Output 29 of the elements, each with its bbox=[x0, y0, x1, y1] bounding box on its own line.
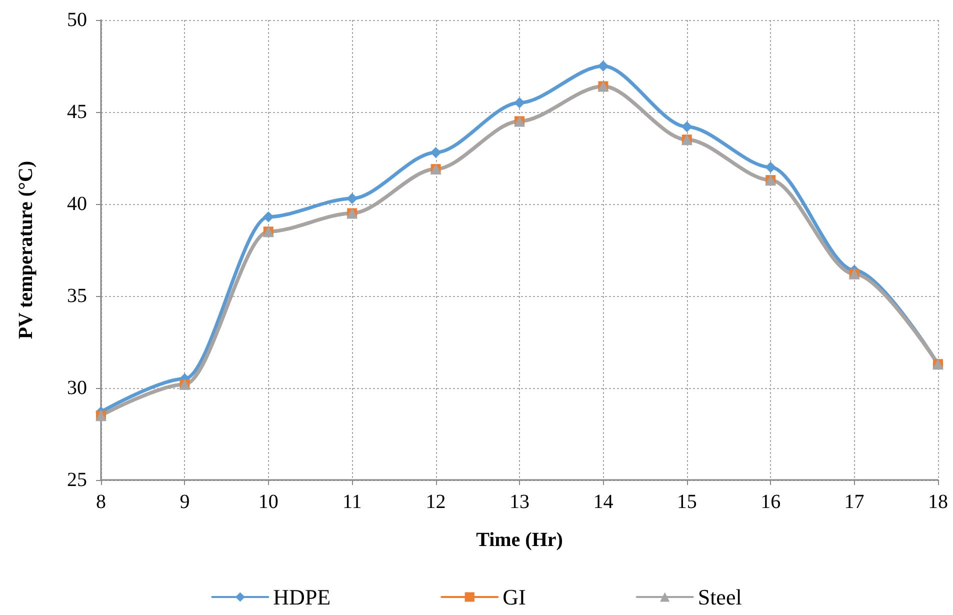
point bbox=[346, 192, 358, 204]
x-tick-label: 11 bbox=[342, 491, 362, 513]
point bbox=[681, 121, 692, 132]
y-tick-label: 45 bbox=[67, 101, 87, 123]
legend-label: Steel bbox=[698, 584, 742, 610]
y-tick-label: 50 bbox=[67, 9, 87, 31]
point bbox=[765, 162, 776, 173]
point bbox=[430, 146, 442, 158]
x-tick-label: 8 bbox=[96, 491, 106, 513]
legend-label: GI bbox=[502, 584, 526, 610]
x-tick-label: 12 bbox=[426, 491, 446, 513]
y-tick-label: 35 bbox=[67, 285, 87, 307]
y-tick-label: 25 bbox=[67, 469, 87, 491]
point bbox=[514, 97, 525, 108]
x-tick-label: 16 bbox=[760, 491, 781, 513]
x-axis-title: Time (Hr) bbox=[476, 529, 563, 551]
y-tick-label: 30 bbox=[67, 377, 87, 399]
y-tick-label: 40 bbox=[67, 193, 87, 215]
x-tick-label: 10 bbox=[258, 491, 278, 513]
point bbox=[598, 60, 609, 72]
x-tick-label: 17 bbox=[844, 491, 864, 513]
y-axis-title: PV temperature (°C) bbox=[15, 160, 37, 340]
legend-label: HDPE bbox=[273, 584, 331, 610]
x-tick-label: 13 bbox=[510, 491, 530, 513]
x-tick-label: 18 bbox=[928, 491, 948, 513]
x-tick-label: 14 bbox=[593, 491, 614, 513]
x-tick-label: 9 bbox=[180, 491, 190, 513]
point bbox=[262, 211, 274, 222]
x-tick-label: 15 bbox=[676, 491, 697, 513]
